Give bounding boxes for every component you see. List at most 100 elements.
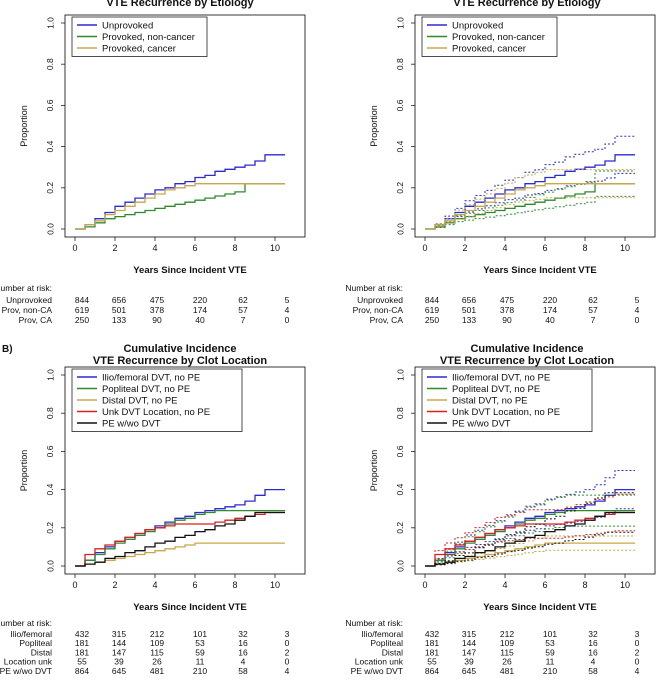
- y-tick-label: 1.0: [395, 369, 405, 381]
- risk-value: 101: [193, 629, 207, 639]
- risk-row-label: PE w/wo DVT: [0, 666, 52, 676]
- risk-value: 181: [425, 647, 439, 657]
- risk-value: 210: [543, 666, 557, 676]
- risk-value: 481: [150, 666, 164, 676]
- risk-value: 0: [635, 657, 640, 667]
- series-line-ilio: [75, 488, 285, 567]
- risk-value: 109: [500, 638, 514, 648]
- legend-label: Popliteal DVT, no PE: [102, 384, 190, 395]
- risk-value: 864: [425, 666, 439, 676]
- risk-value: 501: [112, 305, 126, 315]
- risk-table-header: Number at risk:: [0, 283, 52, 293]
- risk-row-label: Location unk: [4, 657, 53, 667]
- risk-table-header: Number at risk:: [345, 618, 403, 628]
- legend-label: Provoked, non-cancer: [102, 32, 195, 43]
- risk-value: 4: [635, 305, 640, 315]
- ci-upper-provoked_noncancer: [425, 170, 635, 230]
- risk-value: 864: [75, 666, 89, 676]
- risk-value: 844: [425, 295, 439, 305]
- x-tick-label: 2: [462, 580, 467, 590]
- chart-panel-A-left: VTE Recurrence by Etiology 0 2 4 6 8 10 0.0 0.2 0…: [0, 0, 306, 325]
- ci-upper-ilio: [425, 470, 635, 567]
- risk-value: 5: [285, 295, 290, 305]
- x-tick-label: 2: [462, 243, 467, 253]
- y-axis-label: Proportion: [19, 105, 29, 147]
- risk-value: 4: [285, 666, 290, 676]
- legend-label: Unk DVT Location, no PE: [452, 407, 560, 418]
- risk-value: 3: [635, 629, 640, 639]
- chart-title: Cumulative Incidence: [470, 343, 583, 355]
- x-tick-label: 0: [422, 580, 427, 590]
- risk-value: 115: [150, 647, 164, 657]
- risk-value: 115: [500, 647, 514, 657]
- risk-value: 619: [425, 305, 439, 315]
- risk-value: 220: [543, 295, 557, 305]
- risk-value: 39: [114, 657, 124, 667]
- plot-frame: [414, 366, 656, 575]
- risk-row-label: Popliteal: [370, 638, 403, 648]
- risk-value: 26: [502, 657, 512, 667]
- ci-lower-provoked_noncancer: [425, 195, 635, 230]
- legend-label: Ilio/femoral DVT, no PE: [102, 373, 200, 384]
- risk-value: 53: [545, 638, 555, 648]
- risk-value: 59: [545, 647, 555, 657]
- risk-value: 4: [285, 305, 290, 315]
- risk-value: 378: [150, 305, 164, 315]
- y-tick-label: 0.0: [395, 223, 405, 235]
- risk-row-label: Unprovoked: [6, 295, 52, 305]
- risk-value: 144: [462, 638, 476, 648]
- x-tick-label: 0: [72, 580, 77, 590]
- ci-lower-unprovoked: [425, 172, 635, 230]
- risk-row-label: Popliteal: [19, 638, 52, 648]
- risk-value: 109: [150, 638, 164, 648]
- series-line-provoked_cancer: [75, 183, 285, 230]
- x-axis-label: Years Since Incident VTE: [133, 602, 247, 613]
- risk-value: 656: [112, 295, 126, 305]
- y-tick-label: 0.6: [395, 445, 405, 457]
- x-tick-label: 10: [270, 243, 280, 253]
- x-tick-label: 6: [542, 580, 547, 590]
- y-tick-label: 0.8: [45, 58, 55, 70]
- risk-value: 101: [543, 629, 557, 639]
- risk-value: 90: [502, 315, 512, 325]
- legend-label: Distal DVT, no PE: [452, 396, 528, 407]
- legend-label: Provoked, cancer: [102, 44, 176, 55]
- y-tick-label: 0.8: [395, 407, 405, 419]
- x-tick-label: 8: [232, 243, 237, 253]
- risk-value: 315: [462, 629, 476, 639]
- risk-value: 144: [112, 638, 126, 648]
- risk-value: 0: [285, 657, 290, 667]
- risk-row-label: Location unk: [355, 657, 404, 667]
- risk-value: 619: [75, 305, 89, 315]
- risk-value: 4: [635, 666, 640, 676]
- series-line-unprovoked: [425, 154, 635, 230]
- x-tick-label: 6: [542, 243, 547, 253]
- risk-row-label: PE w/wo DVT: [351, 666, 403, 676]
- x-tick-label: 10: [270, 580, 280, 590]
- x-tick-label: 0: [422, 243, 427, 253]
- panel-b-label: B): [2, 344, 13, 355]
- risk-value: 174: [543, 305, 557, 315]
- risk-value: 432: [75, 629, 89, 639]
- risk-value: 645: [462, 666, 476, 676]
- risk-value: 58: [238, 666, 248, 676]
- y-tick-label: 0.2: [395, 182, 405, 194]
- x-tick-label: 10: [620, 580, 630, 590]
- x-tick-label: 4: [152, 243, 157, 253]
- chart-title: VTE Recurrence by Clot Location: [93, 355, 267, 367]
- ci-lower-provoked_cancer: [425, 197, 635, 230]
- series-line-provoked_cancer: [425, 183, 635, 230]
- legend-label: Unk DVT Location, no PE: [102, 407, 210, 418]
- y-tick-label: 0.4: [45, 140, 55, 152]
- risk-value: 181: [75, 647, 89, 657]
- x-tick-label: 8: [582, 580, 587, 590]
- risk-value: 11: [196, 657, 205, 667]
- y-tick-label: 1.0: [45, 17, 55, 29]
- risk-value: 147: [112, 647, 126, 657]
- risk-value: 220: [193, 295, 207, 305]
- y-tick-label: 1.0: [45, 369, 55, 381]
- ci-upper-provoked_cancer: [425, 169, 635, 230]
- legend-label: Provoked, cancer: [452, 44, 526, 55]
- x-tick-label: 8: [582, 243, 587, 253]
- risk-value: 147: [462, 647, 476, 657]
